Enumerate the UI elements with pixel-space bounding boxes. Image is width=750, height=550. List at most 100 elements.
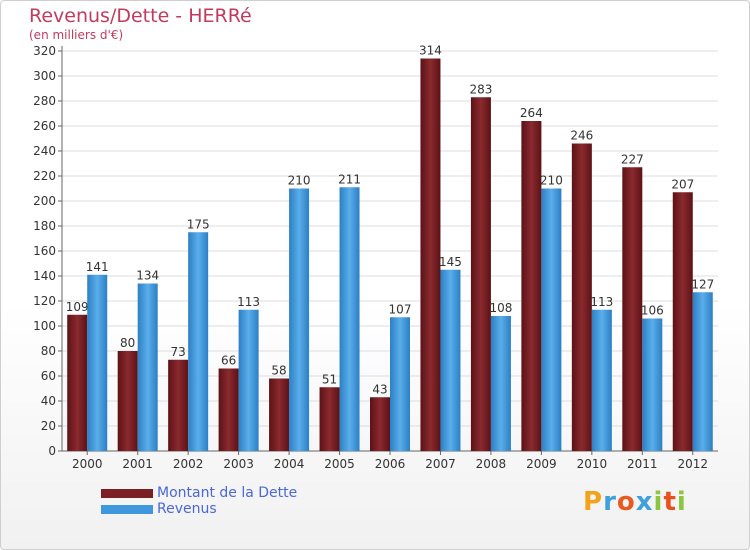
logo-letter: o	[616, 487, 636, 517]
value-label-debt: 51	[322, 372, 337, 386]
y-tick-label: 140	[33, 269, 56, 283]
proxiti-logo: Proxiti	[583, 487, 687, 517]
value-label-debt: 207	[671, 177, 694, 191]
value-label-debt: 227	[621, 152, 644, 166]
y-tick-label: 60	[41, 369, 56, 383]
chart-title: Revenus/Dette - HERRé	[29, 5, 252, 27]
x-tick-label: 2002	[173, 457, 204, 471]
value-label-revenue: 211	[338, 172, 361, 186]
legend-swatch-revenue	[101, 504, 153, 514]
value-label-revenue: 210	[540, 174, 563, 188]
y-tick-label: 240	[33, 144, 56, 158]
legend: Montant de la Dette Revenus	[101, 485, 297, 517]
bar-revenue	[591, 309, 612, 451]
chart-subtitle: (en milliers d'€)	[29, 28, 124, 42]
value-label-revenue: 127	[691, 277, 714, 291]
legend-item-revenue: Revenus	[101, 501, 297, 517]
value-label-debt: 43	[372, 382, 387, 396]
x-tick-label: 2009	[526, 457, 557, 471]
value-label-revenue: 106	[641, 304, 664, 318]
y-tick-label: 120	[33, 294, 56, 308]
value-label-debt: 80	[120, 336, 135, 350]
x-tick-label: 2001	[122, 457, 153, 471]
y-tick-label: 300	[33, 69, 56, 83]
legend-label-debt: Montant de la Dette	[157, 485, 298, 501]
bar-revenue	[289, 188, 310, 451]
y-tick-label: 280	[33, 94, 56, 108]
bar-debt	[218, 368, 239, 451]
bar-debt	[420, 58, 441, 451]
logo-letter: x	[635, 487, 654, 517]
bar-debt	[67, 314, 88, 451]
x-tick-label: 2003	[223, 457, 254, 471]
bar-revenue	[541, 188, 562, 451]
value-label-debt: 314	[419, 44, 442, 58]
y-tick-label: 100	[33, 319, 56, 333]
x-tick-label: 2000	[72, 457, 103, 471]
x-tick-label: 2010	[577, 457, 608, 471]
y-tick-label: 220	[33, 169, 56, 183]
y-tick-label: 260	[33, 119, 56, 133]
logo-letter: t	[663, 487, 677, 517]
bar-revenue	[137, 283, 158, 451]
bar-revenue	[440, 269, 461, 451]
value-label-debt: 283	[469, 82, 492, 96]
logo-letter: r	[603, 487, 617, 517]
bar-revenue	[238, 309, 259, 451]
legend-swatch-debt	[101, 488, 153, 498]
x-tick-label: 2012	[677, 457, 708, 471]
bar-revenue	[390, 317, 410, 451]
bar-debt	[622, 167, 643, 451]
y-tick-label: 200	[33, 194, 56, 208]
bar-debt	[470, 97, 491, 451]
legend-label-revenue: Revenus	[157, 501, 217, 517]
value-label-revenue: 145	[439, 255, 462, 269]
x-tick-label: 2005	[324, 457, 355, 471]
value-label-debt: 246	[570, 129, 593, 143]
value-label-debt: 109	[66, 300, 89, 314]
y-tick-label: 160	[33, 244, 56, 258]
bar-debt	[117, 351, 138, 451]
logo-letter: i	[653, 487, 664, 517]
value-label-revenue: 108	[489, 301, 512, 315]
bar-debt	[168, 359, 189, 451]
bar-revenue	[339, 187, 360, 451]
bar-debt	[521, 121, 542, 451]
x-tick-label: 2011	[627, 457, 658, 471]
value-label-debt: 73	[171, 345, 186, 359]
x-tick-label: 2008	[476, 457, 507, 471]
x-tick-label: 2004	[274, 457, 305, 471]
bar-revenue	[490, 316, 511, 451]
y-tick-label: 20	[41, 419, 56, 433]
bar-revenue	[87, 274, 108, 451]
y-tick-label: 80	[41, 344, 56, 358]
bar-revenue	[692, 292, 713, 451]
y-tick-label: 320	[33, 44, 56, 58]
x-tick-label: 2006	[375, 457, 406, 471]
value-label-revenue: 141	[86, 260, 109, 274]
bar-debt	[269, 378, 290, 451]
y-tick-label: 0	[48, 444, 56, 458]
x-tick-label: 2007	[425, 457, 456, 471]
logo-letter: P	[583, 487, 604, 517]
bar-revenue	[188, 232, 209, 451]
bar-revenue	[642, 318, 663, 451]
value-label-debt: 58	[271, 364, 286, 378]
bar-debt	[370, 397, 390, 451]
value-label-debt: 264	[520, 106, 543, 120]
value-label-revenue: 210	[288, 174, 311, 188]
y-tick-label: 180	[33, 219, 56, 233]
value-label-revenue: 113	[590, 295, 613, 309]
value-label-revenue: 134	[136, 269, 159, 283]
value-label-revenue: 113	[237, 295, 260, 309]
bar-debt	[571, 143, 592, 451]
value-label-debt: 66	[221, 354, 236, 368]
y-tick-label: 40	[41, 394, 56, 408]
value-label-revenue: 107	[389, 302, 412, 316]
logo-letter: i	[676, 487, 687, 517]
bar-debt	[672, 192, 693, 451]
legend-item-debt: Montant de la Dette	[101, 485, 297, 501]
bar-debt	[319, 387, 340, 451]
